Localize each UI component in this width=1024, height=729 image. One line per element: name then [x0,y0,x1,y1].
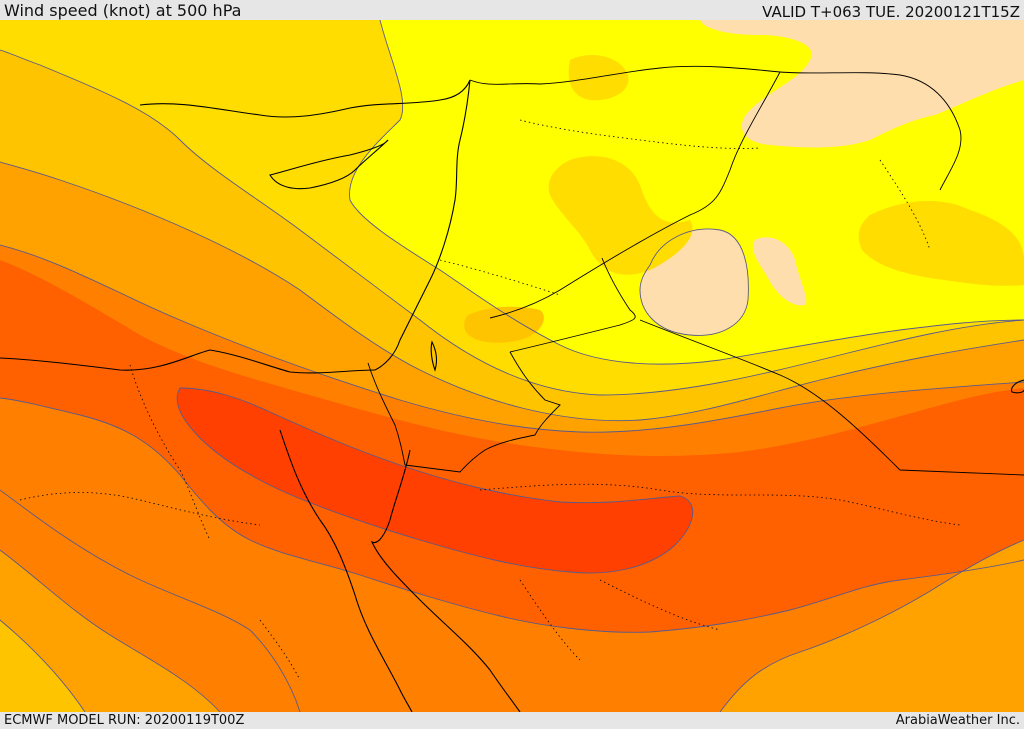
band-mid-sw [0,620,85,712]
patch-very-low-east2 [752,237,807,306]
coastlines [0,79,1024,712]
contour-lines [0,20,1024,712]
patch-low-mid-1 [548,156,693,275]
patch-low-mid-2 [858,200,1024,286]
patch-mid-small [464,306,544,343]
country-borders [367,65,1024,476]
patch-low-mid-3 [568,55,629,101]
credit: ArabiaWeather Inc. [895,713,1020,728]
header-bar: Wind speed (knot) at 500 hPa VALID T+063… [0,0,1024,20]
valid-time: VALID T+063 TUE. 20200121T15Z [762,3,1020,21]
band-mid-high-se [720,540,1024,712]
model-run: ECMWF MODEL RUN: 20200119T00Z [4,713,245,728]
chart-title: Wind speed (knot) at 500 hPa [4,1,242,20]
dotted-borders [19,119,961,681]
patch-very-low-ne [700,20,1024,148]
footer-bar: ECMWF MODEL RUN: 20200119T00Z ArabiaWeat… [0,712,1024,729]
band-max [177,388,693,573]
band-mid-high-sw [0,550,220,712]
band-higher [0,260,1024,633]
wind-speed-map[interactable] [0,20,1024,712]
